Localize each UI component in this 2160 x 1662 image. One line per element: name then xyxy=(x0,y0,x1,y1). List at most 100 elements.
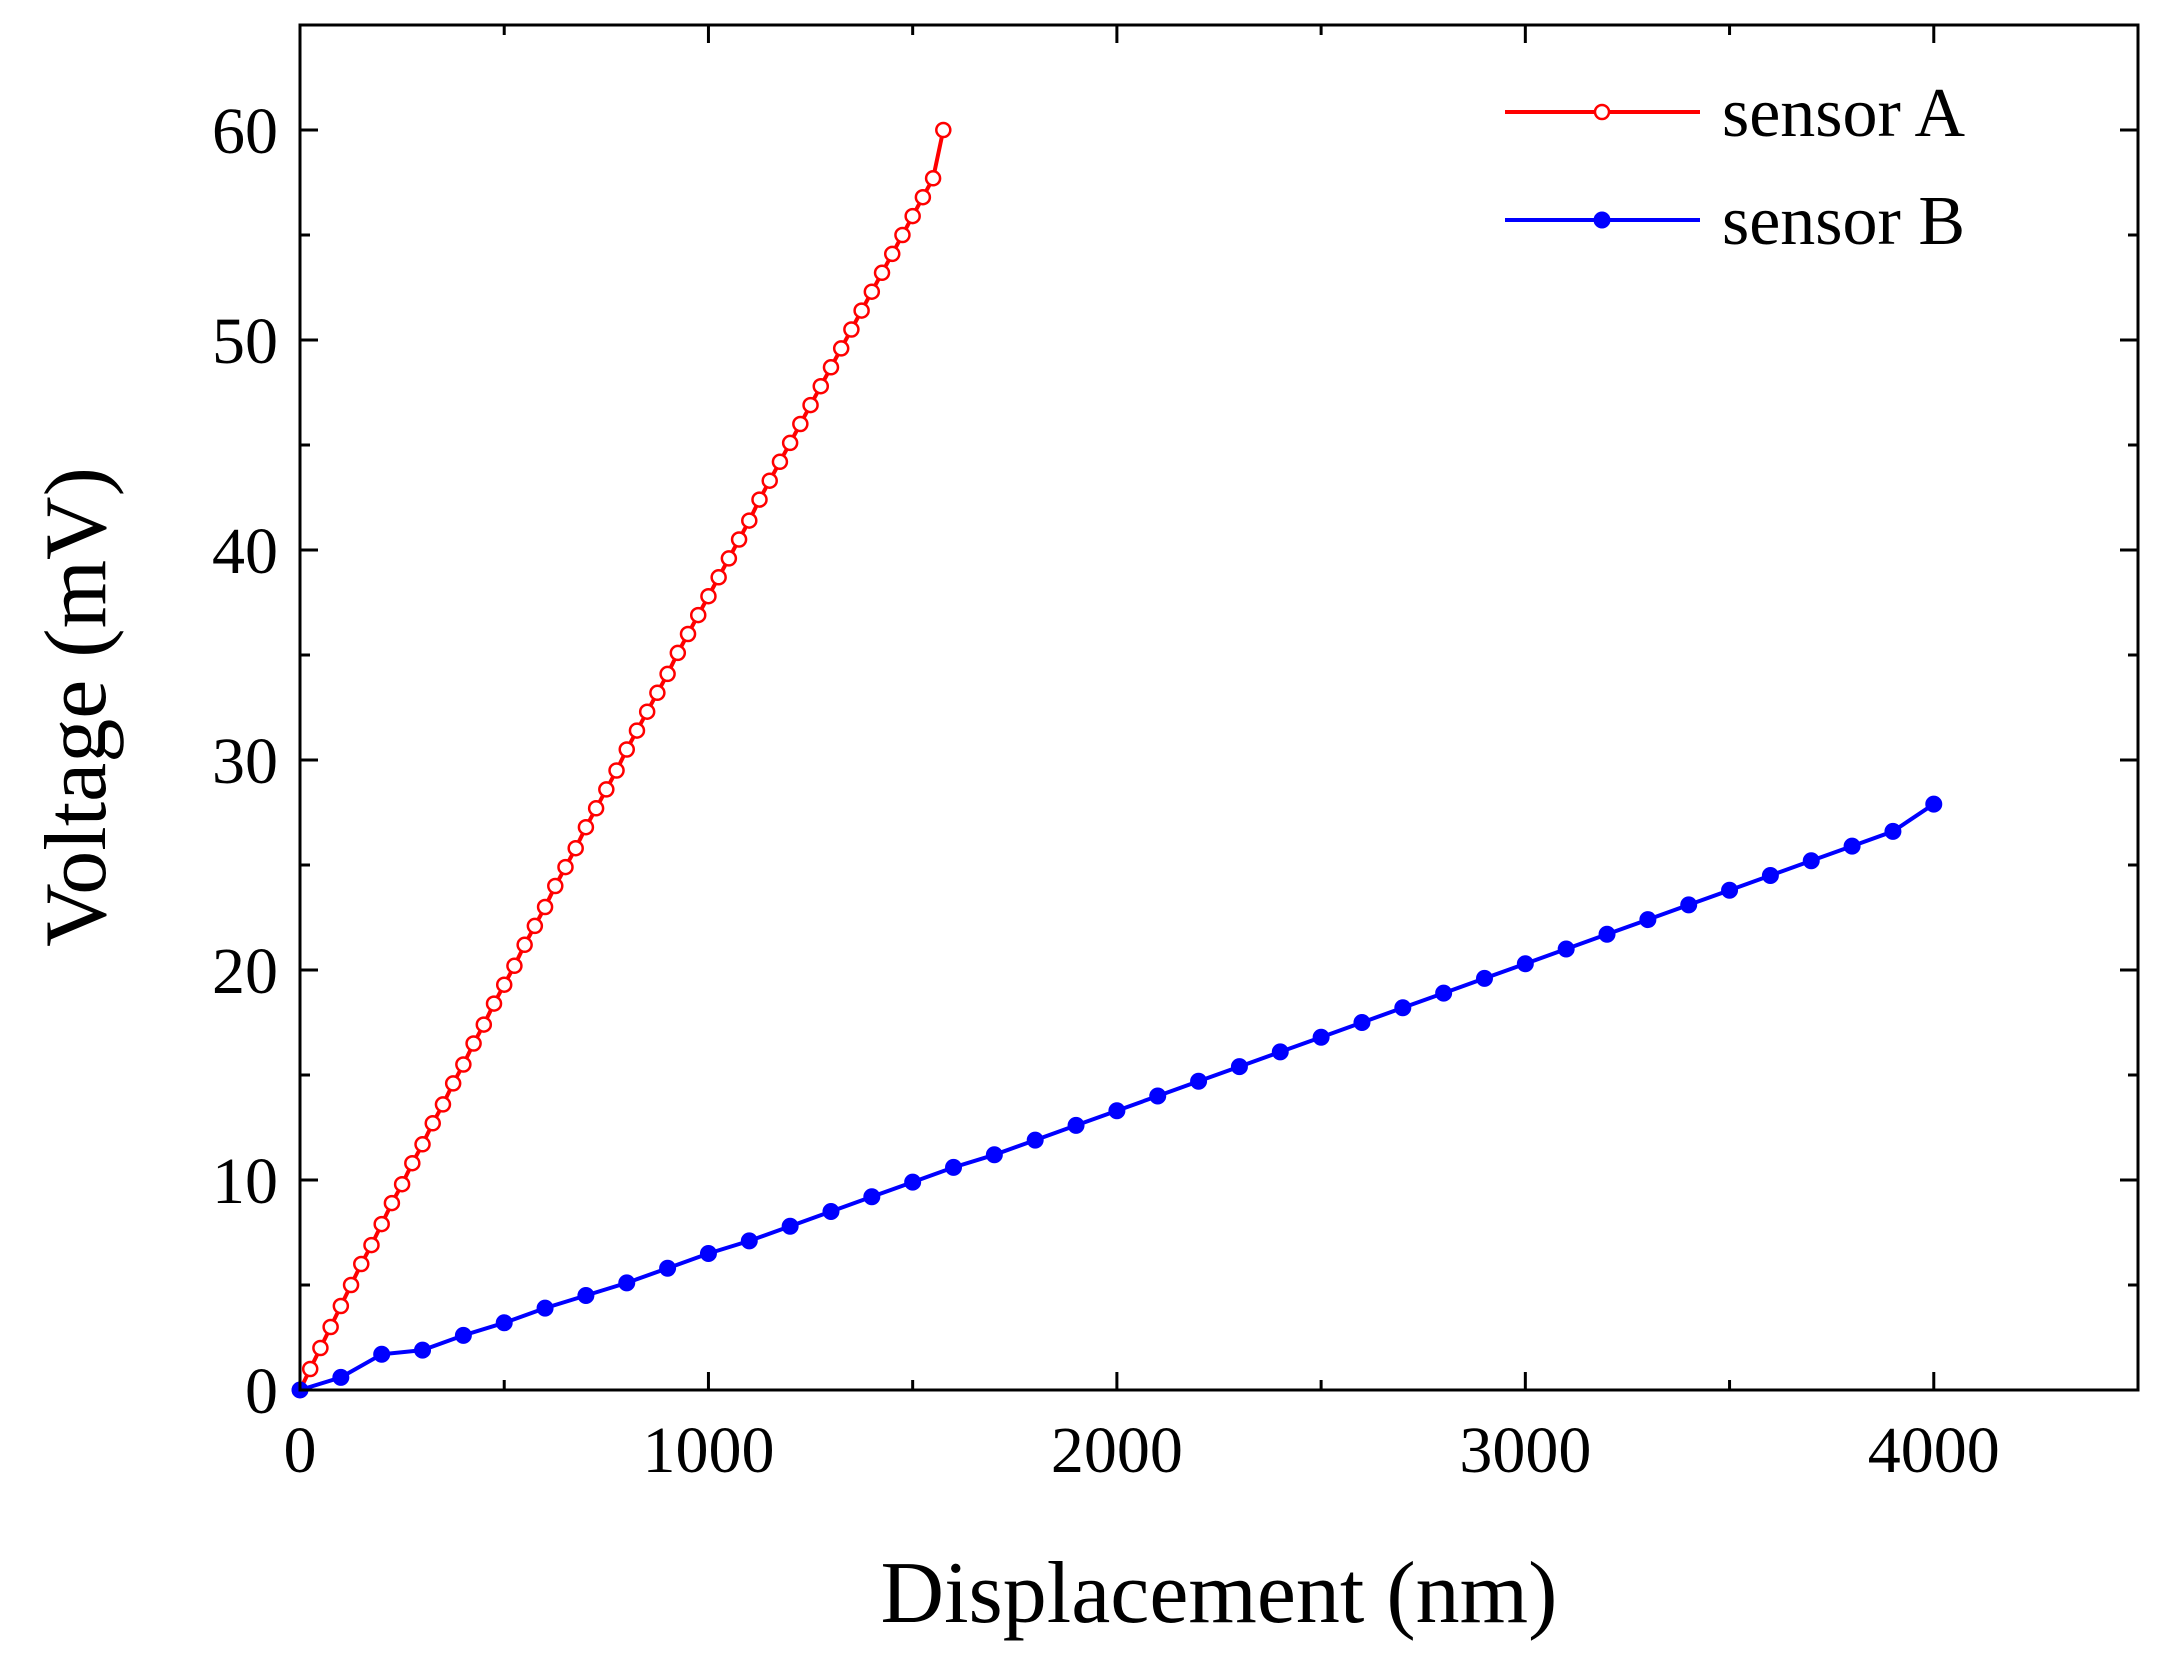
data-point-sensor-a xyxy=(393,1175,411,1193)
data-point-sensor-b xyxy=(1435,984,1453,1002)
data-point-sensor-a xyxy=(506,957,523,975)
data-point-sensor-a xyxy=(414,1136,431,1153)
data-point-sensor-b xyxy=(1108,1102,1126,1120)
legend-marker-sensor-b xyxy=(1593,211,1611,229)
data-point-sensor-a xyxy=(516,936,533,954)
data-point-sensor-b xyxy=(1190,1072,1208,1090)
data-point-sensor-a xyxy=(914,188,932,206)
data-point-sensor-b xyxy=(740,1232,758,1250)
data-point-sensor-b xyxy=(1230,1058,1248,1076)
data-point-sensor-a xyxy=(638,703,656,720)
data-point-sensor-b xyxy=(904,1173,922,1191)
legend-item-sensor-a: sensor A xyxy=(1505,75,1966,152)
data-point-sensor-b xyxy=(454,1326,472,1344)
plot-frame xyxy=(298,23,2140,1392)
data-point-sensor-b xyxy=(332,1368,350,1386)
data-point-sensor-b xyxy=(822,1203,840,1220)
data-point-sensor-b xyxy=(1680,896,1698,914)
data-point-sensor-b xyxy=(1884,822,1902,840)
data-point-sensor-b xyxy=(1843,837,1861,855)
data-point-sensor-a xyxy=(404,1154,421,1172)
data-point-sensor-a xyxy=(710,569,727,586)
data-point-sensor-b xyxy=(1557,940,1575,958)
data-point-sensor-a xyxy=(935,121,952,139)
data-point-sensor-a xyxy=(649,684,666,702)
data-point-sensor-a xyxy=(353,1255,370,1273)
data-point-sensor-b xyxy=(373,1345,391,1363)
data-point-sensor-a xyxy=(322,1318,339,1336)
data-point-sensor-b xyxy=(1271,1043,1289,1061)
y-axis-title: Voltage (mV) xyxy=(28,467,125,947)
data-point-sensor-a xyxy=(669,644,687,662)
data-point-sensor-b xyxy=(699,1245,717,1262)
data-point-sensor-b xyxy=(1721,881,1739,899)
data-point-sensor-a xyxy=(495,976,513,993)
data-point-sensor-a xyxy=(598,781,615,798)
data-point-sensor-b xyxy=(1026,1131,1044,1149)
data-point-sensor-b xyxy=(414,1341,432,1359)
y-tick-label: 0 xyxy=(245,1355,278,1428)
data-point-sensor-b xyxy=(781,1217,799,1235)
data-point-sensor-a xyxy=(802,396,819,414)
data-point-sensor-a xyxy=(730,531,748,548)
data-point-sensor-b xyxy=(1394,999,1412,1017)
data-point-sensor-a xyxy=(659,665,676,683)
x-tick-label: 0 xyxy=(284,1414,317,1487)
legend-marker-sensor-a xyxy=(1593,103,1611,121)
data-point-sensor-a xyxy=(792,415,809,433)
data-point-sensor-b xyxy=(1925,795,1943,813)
data-point-sensor-a xyxy=(863,283,881,300)
data-point-sensor-a xyxy=(608,762,625,779)
axis-layer: 0 1000 2000 3000 4000 0 10 20 30 40 50 60 xyxy=(212,23,2140,1487)
data-point-sensor-a xyxy=(383,1194,401,1212)
data-point-sensor-a xyxy=(526,917,544,935)
data-point-sensor-a xyxy=(424,1115,441,1132)
y-tick-label: 60 xyxy=(212,95,278,168)
data-point-sensor-a xyxy=(700,587,717,605)
data-point-sensor-a xyxy=(853,302,870,319)
legend-label-sensor-a: sensor A xyxy=(1722,75,1966,152)
data-point-sensor-b xyxy=(536,1299,554,1317)
data-point-sensor-a xyxy=(832,340,850,357)
data-point-sensor-b xyxy=(985,1146,1003,1164)
data-point-sensor-b xyxy=(659,1259,677,1277)
data-point-sensor-a xyxy=(894,226,911,244)
series-line-sensor-a xyxy=(298,129,946,1391)
data-point-sensor-a xyxy=(720,550,738,567)
data-point-sensor-b xyxy=(1312,1028,1330,1046)
data-point-sensor-b xyxy=(1475,969,1493,987)
data-point-sensor-b xyxy=(1639,911,1657,929)
data-point-sensor-b xyxy=(1598,925,1616,943)
data-point-sensor-b xyxy=(1761,867,1779,884)
data-point-sensor-a xyxy=(547,877,564,895)
data-point-sensor-a xyxy=(475,1016,493,1033)
data-point-sensor-b xyxy=(1802,852,1820,870)
data-point-sensor-a xyxy=(373,1215,390,1233)
data-point-sensor-a xyxy=(628,722,646,739)
series-layer xyxy=(291,121,1943,1399)
legend: sensor A sensor B xyxy=(1505,75,1966,260)
data-point-sensor-b xyxy=(945,1158,963,1176)
y-tick-label: 40 xyxy=(212,515,278,588)
data-point-sensor-a xyxy=(342,1276,360,1294)
data-point-sensor-a xyxy=(465,1035,482,1052)
x-axis-title: Displacement (nm) xyxy=(881,1545,1558,1642)
data-point-sensor-a xyxy=(618,741,636,758)
data-point-sensor-a xyxy=(904,207,921,225)
y-tick-label: 20 xyxy=(212,935,278,1008)
data-point-sensor-b xyxy=(618,1274,636,1292)
data-point-sensor-a xyxy=(587,800,605,817)
x-tick-label: 4000 xyxy=(1868,1414,2000,1487)
data-point-sensor-a xyxy=(751,491,768,508)
x-tick-label: 2000 xyxy=(1051,1414,1183,1487)
data-point-sensor-b xyxy=(1149,1087,1167,1105)
data-point-sensor-a xyxy=(761,472,778,489)
data-point-sensor-a xyxy=(689,606,707,624)
data-point-sensor-a xyxy=(873,264,891,282)
x-tick-label: 3000 xyxy=(1459,1414,1591,1487)
y-tick-label: 50 xyxy=(212,305,278,378)
data-point-sensor-a xyxy=(679,625,697,643)
data-point-sensor-a xyxy=(567,839,584,857)
